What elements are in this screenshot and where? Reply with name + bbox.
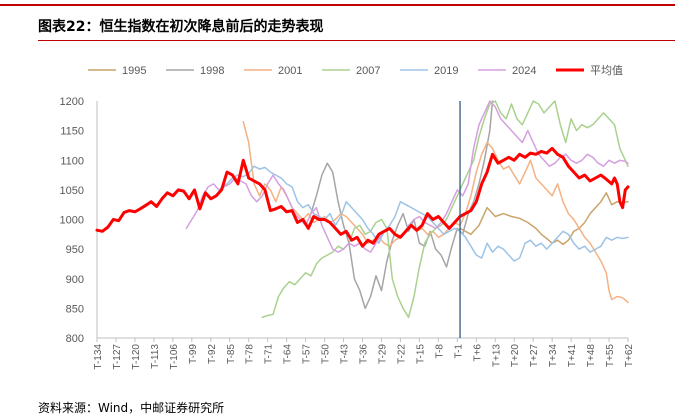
series-line-5 — [185, 100, 629, 253]
y-tick-label: 900 — [66, 274, 84, 286]
x-tick-label: T-36 — [359, 344, 370, 364]
x-tick-label: T-134 — [93, 344, 104, 370]
x-tick-label: T-64 — [283, 344, 294, 364]
x-tick-label: T+41 — [567, 344, 578, 368]
legend-label: 平均值 — [590, 64, 623, 77]
legend-label: 2024 — [512, 65, 536, 77]
y-tick-label: 1200 — [60, 96, 84, 108]
x-tick-label: T+20 — [510, 344, 521, 368]
x-tick-label: T-22 — [396, 344, 407, 364]
top-rule — [0, 4, 675, 6]
series-layer — [95, 100, 630, 319]
legend-label: 2019 — [434, 65, 458, 77]
x-tick-label: T-99 — [188, 344, 199, 364]
series-line-1 — [310, 100, 494, 310]
series-line-3 — [261, 100, 629, 319]
title-rule — [38, 40, 675, 41]
x-tick-label: T+48 — [586, 344, 597, 368]
x-tick-label: T-43 — [340, 344, 351, 364]
series-line-4 — [215, 165, 629, 262]
series-line-6 — [95, 146, 630, 248]
source-note: 资料来源：Wind，中邮证券研究所 — [38, 401, 225, 415]
y-tick-label: 1050 — [60, 185, 84, 197]
x-tick-label: T-8 — [434, 344, 445, 359]
x-tick-label: T-106 — [169, 344, 180, 370]
legend-label: 1995 — [122, 65, 146, 77]
x-tick-label: T+6 — [472, 344, 483, 362]
page-title: 图表22：恒生指数在初次降息前后的走势表现 — [38, 19, 324, 35]
x-tick-label: T+62 — [624, 344, 635, 368]
y-tick-label: 1000 — [60, 215, 84, 227]
x-tick-label: T-127 — [112, 344, 123, 370]
x-tick-label: T-1 — [453, 344, 464, 359]
x-tick-label: T+55 — [605, 344, 616, 368]
y-tick-label: 1150 — [60, 126, 84, 138]
y-tick-label: 850 — [66, 303, 84, 315]
x-tick-label: T+34 — [548, 344, 559, 368]
x-axis: T-134 T-127 T-120 T-113 T-106 T-99 T-92 T-85 T-7… — [93, 337, 635, 370]
legend-label: 1998 — [200, 65, 224, 77]
series-line-2 — [242, 120, 629, 304]
x-tick-label: T-57 — [302, 344, 313, 364]
x-tick-label: T-85 — [226, 344, 237, 364]
x-tick-label: T+13 — [491, 344, 502, 368]
x-tick-label: T-92 — [207, 344, 218, 364]
x-tick-label: T+27 — [529, 344, 540, 368]
y-axis: 800 850 900 950 1000 1050 1100 1150 1200 — [60, 96, 98, 345]
x-tick-label: T-120 — [131, 344, 142, 370]
x-tick-label: T-78 — [245, 344, 256, 364]
x-tick-label: T-71 — [264, 344, 275, 364]
y-tick-label: 800 — [66, 333, 84, 345]
y-tick-label: 1100 — [60, 155, 84, 167]
legend-label: 2001 — [278, 65, 302, 77]
x-tick-label: T-29 — [377, 344, 388, 364]
x-tick-label: T-50 — [321, 344, 332, 364]
legend-label: 2007 — [356, 65, 380, 77]
chart-legend: 1995 1998 2001 2007 2019 2024 平均值 — [88, 64, 623, 77]
series-line-0 — [459, 192, 629, 246]
x-tick-label: T-15 — [415, 344, 426, 364]
x-tick-label: T-113 — [150, 344, 161, 369]
y-tick-label: 950 — [66, 244, 84, 256]
